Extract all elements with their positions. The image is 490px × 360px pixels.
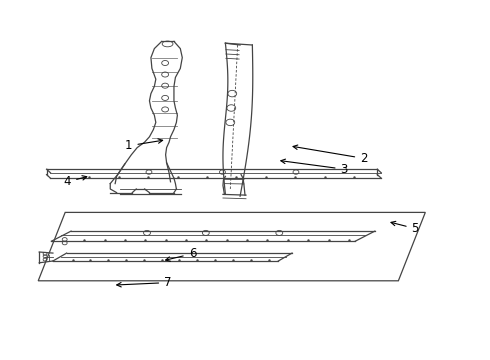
Text: 6: 6 — [166, 247, 196, 261]
Text: 1: 1 — [125, 139, 163, 152]
Text: 7: 7 — [117, 276, 172, 289]
Text: 5: 5 — [391, 221, 419, 235]
Text: 3: 3 — [281, 159, 348, 176]
Text: 2: 2 — [293, 145, 368, 165]
Text: 4: 4 — [64, 175, 87, 188]
